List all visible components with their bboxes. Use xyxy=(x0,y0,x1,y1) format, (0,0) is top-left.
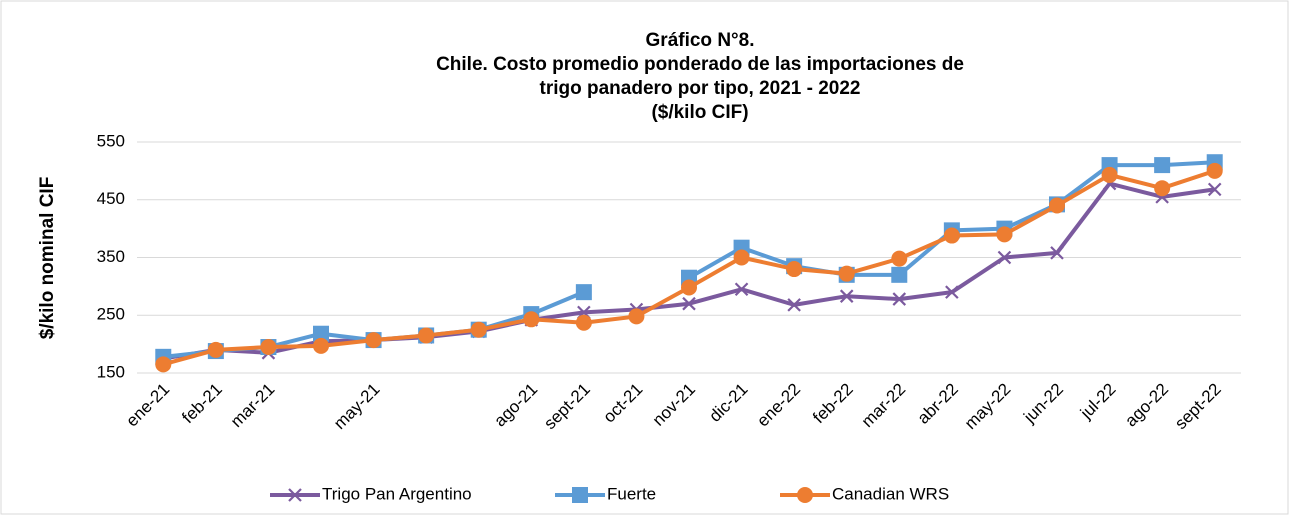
marker xyxy=(260,339,277,356)
y-tick-label: 550 xyxy=(97,131,125,150)
y-tick-label: 150 xyxy=(97,362,125,381)
marker xyxy=(997,250,1012,265)
marker xyxy=(418,327,435,344)
marker xyxy=(996,226,1013,243)
marker xyxy=(734,282,749,297)
chart-title: Chile. Costo promedio ponderado de las i… xyxy=(436,54,964,75)
marker xyxy=(1154,157,1171,174)
marker xyxy=(365,332,382,349)
marker xyxy=(523,311,540,328)
legend-marker xyxy=(572,487,588,503)
marker xyxy=(839,289,854,303)
y-axis-label: $/kilo nominal CIF xyxy=(37,177,58,340)
marker xyxy=(892,292,907,306)
marker xyxy=(1206,162,1223,179)
marker xyxy=(838,265,855,282)
marker xyxy=(682,296,696,311)
chart-title: Gráfico N°8. xyxy=(646,30,755,51)
y-tick-label: 350 xyxy=(97,247,125,266)
marker xyxy=(1101,166,1118,183)
y-tick-label: 450 xyxy=(97,189,125,208)
chart-title: trigo panadero por tipo, 2021 - 2022 xyxy=(540,78,861,99)
marker xyxy=(1207,182,1222,197)
marker xyxy=(733,249,750,266)
marker xyxy=(787,298,801,312)
marker xyxy=(313,337,329,354)
legend-marker xyxy=(288,488,302,502)
marker xyxy=(207,341,224,358)
marker xyxy=(470,321,487,338)
marker xyxy=(945,285,959,299)
marker xyxy=(155,356,172,373)
marker xyxy=(313,325,329,342)
marker xyxy=(575,284,592,301)
marker xyxy=(575,314,592,331)
legend-label: Trigo Pan Argentino xyxy=(322,484,472,503)
chart-title: ($/kilo CIF) xyxy=(651,102,748,123)
legend-marker xyxy=(797,487,813,503)
marker xyxy=(943,227,960,244)
marker xyxy=(891,250,908,267)
marker xyxy=(1050,246,1064,260)
marker xyxy=(628,308,645,325)
marker xyxy=(786,261,803,278)
legend-label: Canadian WRS xyxy=(832,484,949,503)
marker xyxy=(681,279,697,296)
legend-label: Fuerte xyxy=(607,484,656,503)
marker xyxy=(891,266,908,283)
marker xyxy=(1049,197,1065,214)
y-tick-label: 250 xyxy=(97,305,125,324)
marker xyxy=(1154,180,1171,197)
